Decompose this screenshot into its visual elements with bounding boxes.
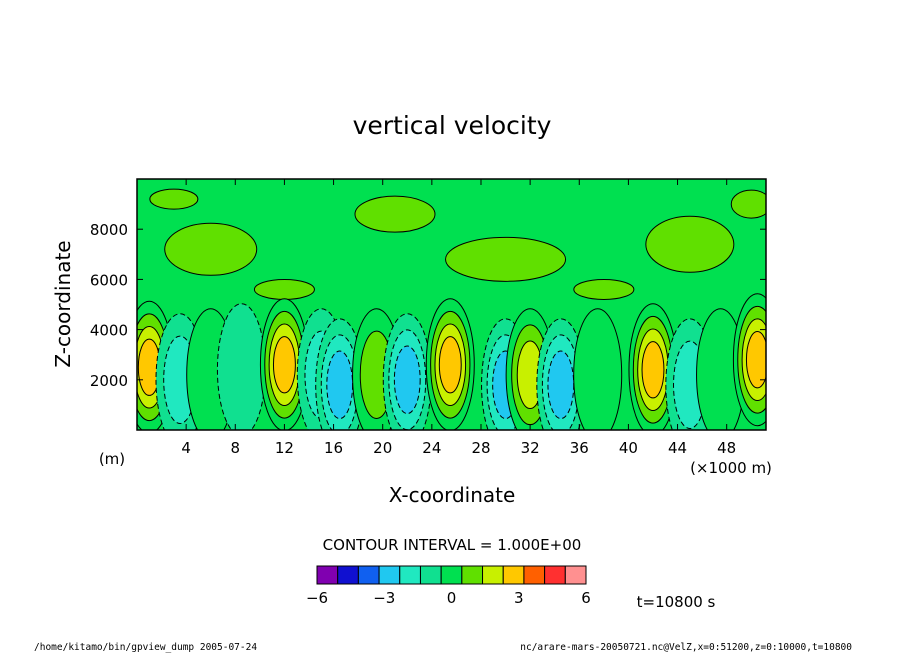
plot-frame xyxy=(136,178,767,431)
upper-patch xyxy=(164,222,258,276)
x-tick-label: 8 xyxy=(231,439,241,457)
velocity-cell xyxy=(425,298,475,430)
colorbar-ticks: −6 −3 0 3 6 xyxy=(306,589,591,607)
x-tick-label: 40 xyxy=(619,439,638,457)
colorbar-tick-label: 6 xyxy=(581,589,591,607)
x-scale-label: (×1000 m) xyxy=(690,459,772,477)
x-tick-label: 44 xyxy=(668,439,687,457)
y-tick-label: 2000 xyxy=(90,372,128,390)
upper-patch xyxy=(645,215,735,273)
velocity-cell xyxy=(315,318,365,430)
x-tick-label: 28 xyxy=(471,439,490,457)
velocity-cell xyxy=(382,313,432,430)
colorbar-swatch xyxy=(564,565,587,585)
colorbar-swatch xyxy=(337,565,359,585)
x-tick-label: 36 xyxy=(570,439,589,457)
velocity-cell xyxy=(628,303,678,430)
footer-right: nc/arare-mars-20050721.nc@VelZ,x=0:51200… xyxy=(520,642,852,653)
x-axis-ticks: 4 8 12 16 20 24 28 32 36 40 44 48 xyxy=(181,179,736,457)
contour-interval-label: CONTOUR INTERVAL = 1.000E+00 xyxy=(323,536,582,554)
colorbar-swatch xyxy=(523,565,546,585)
colorbar-swatch xyxy=(378,565,401,585)
upper-layer-patches xyxy=(149,188,766,300)
colorbar-tick-label: −3 xyxy=(373,589,395,607)
colorbar-swatch xyxy=(399,565,421,585)
chart-title: vertical velocity xyxy=(353,111,552,140)
upper-patch xyxy=(149,188,199,210)
y-tick-label: 4000 xyxy=(90,322,128,340)
y-axis-label: Z-coordinate xyxy=(51,240,75,367)
y-tick-label: 6000 xyxy=(90,271,128,289)
velocity-cells xyxy=(137,293,766,430)
time-label: t=10800 s xyxy=(637,593,716,611)
contour-level xyxy=(272,336,296,394)
x-tick-label: 16 xyxy=(324,439,343,457)
colorbar-swatch xyxy=(440,565,463,585)
velocity-cell xyxy=(732,293,766,427)
colorbar-swatch xyxy=(544,565,566,585)
upper-patch xyxy=(445,236,567,282)
contour-level xyxy=(326,350,354,420)
x-axis-label: X-coordinate xyxy=(389,483,516,507)
contour-level xyxy=(745,331,766,389)
upper-patch xyxy=(730,189,766,219)
colorbar-swatch xyxy=(419,565,442,585)
colorbar-swatch xyxy=(461,565,484,585)
colorbar-tick-label: −6 xyxy=(306,589,328,607)
colorbar-swatch xyxy=(482,565,504,585)
x-tick-label: 4 xyxy=(181,439,191,457)
colorbar-tick-label: 3 xyxy=(514,589,524,607)
contour-level xyxy=(438,336,462,394)
contour-level xyxy=(393,345,421,415)
velocity-cell xyxy=(216,303,266,430)
contour-level xyxy=(547,350,575,420)
upper-patch xyxy=(354,195,436,233)
upper-patch xyxy=(573,278,635,300)
x-tick-label: 48 xyxy=(717,439,736,457)
colorbar-tick-label: 0 xyxy=(447,589,457,607)
colorbar-swatch xyxy=(357,565,380,585)
contour-level xyxy=(216,303,266,430)
x-unit-label: (m) xyxy=(99,450,125,468)
plot-area xyxy=(137,179,766,430)
x-tick-label: 24 xyxy=(422,439,441,457)
upper-patch xyxy=(253,278,315,300)
velocity-cell xyxy=(536,318,586,430)
x-tick-label: 12 xyxy=(275,439,294,457)
colorbar xyxy=(316,565,587,585)
x-tick-label: 20 xyxy=(373,439,392,457)
velocity-cell xyxy=(259,298,309,430)
colorbar-swatch xyxy=(502,565,525,585)
y-axis-ticks: 2000 4000 6000 8000 xyxy=(90,221,766,390)
footer-left: /home/kitamo/bin/gpview_dump 2005-07-24 xyxy=(34,642,257,653)
contour-level xyxy=(573,308,623,430)
velocity-cell xyxy=(573,308,623,430)
x-tick-label: 32 xyxy=(521,439,540,457)
y-tick-label: 8000 xyxy=(90,221,128,239)
contour-level xyxy=(641,341,665,399)
colorbar-swatch xyxy=(316,565,339,585)
